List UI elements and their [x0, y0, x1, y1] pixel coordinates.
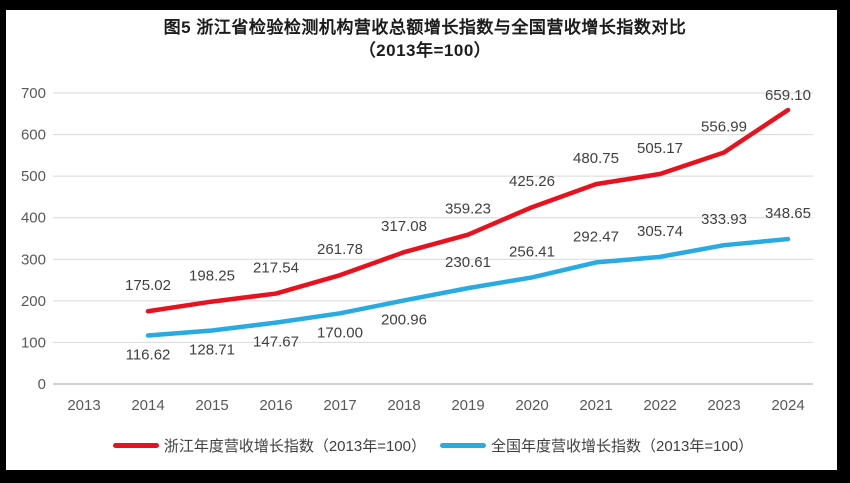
y-tick-label: 300 — [21, 251, 46, 268]
data-label: 147.67 — [253, 334, 299, 351]
legend-label-national: 全国年度营收增长指数（2013年=100） — [491, 438, 754, 455]
national-line-swatch-icon — [440, 443, 486, 448]
x-tick-label: 2021 — [579, 397, 612, 414]
data-label: 505.17 — [637, 140, 683, 157]
y-tick-label: 700 — [21, 85, 46, 102]
legend-label-zhejiang: 浙江年度营收增长指数（2013年=100） — [163, 438, 426, 455]
data-label: 317.08 — [381, 218, 427, 235]
data-label: 348.65 — [765, 205, 811, 222]
data-label: 480.75 — [573, 150, 619, 167]
x-tick-label: 2024 — [771, 397, 804, 414]
x-tick-label: 2015 — [195, 397, 228, 414]
x-tick-label: 2019 — [451, 397, 484, 414]
y-tick-label: 500 — [21, 168, 46, 185]
data-label: 333.93 — [701, 211, 747, 228]
chart-background — [6, 10, 837, 470]
data-label: 256.41 — [509, 243, 555, 260]
data-label: 359.23 — [445, 201, 491, 218]
y-tick-label: 200 — [21, 293, 46, 310]
data-label: 305.74 — [637, 223, 683, 240]
legend: 浙江年度营收增长指数（2013年=100） 全国年度营收增长指数（2013年=1… — [53, 435, 813, 456]
national-series-line — [145, 236, 791, 338]
data-label: 170.00 — [317, 324, 363, 341]
data-label: 425.26 — [509, 173, 555, 190]
chart-title: 图5 浙江省检验检测机构营收总额增长指数与全国营收增长指数对比 （2013年=1… — [0, 16, 850, 62]
data-label: 230.61 — [445, 254, 491, 271]
data-label: 175.02 — [125, 277, 171, 294]
x-tick-label: 2017 — [323, 397, 356, 414]
zhejiang-line-swatch-icon — [112, 443, 159, 448]
x-tick-label: 2022 — [643, 397, 676, 414]
x-tick-label: 2020 — [515, 397, 548, 414]
legend-item-zhejiang: 浙江年度营收增长指数（2013年=100） — [112, 435, 426, 456]
y-tick-label: 600 — [21, 127, 46, 144]
x-tick-label: 2016 — [259, 397, 292, 414]
x-tick-label: 2023 — [707, 397, 740, 414]
data-label: 116.62 — [126, 347, 171, 364]
data-label: 217.54 — [253, 260, 299, 277]
chart-title-line2: （2013年=100） — [358, 41, 492, 60]
data-label: 128.71 — [189, 341, 235, 358]
y-tick-label: 0 — [38, 376, 46, 393]
zhejiang-series-line — [145, 107, 791, 314]
data-label: 261.78 — [317, 241, 363, 258]
data-label: 292.47 — [573, 228, 619, 245]
x-tick-label: 2013 — [67, 397, 100, 414]
y-tick-label: 400 — [21, 210, 46, 227]
data-label: 556.99 — [701, 118, 747, 135]
x-tick-label: 2018 — [387, 397, 420, 414]
data-label: 659.10 — [765, 87, 811, 104]
x-tick-label: 2014 — [131, 397, 164, 414]
data-label: 200.96 — [381, 311, 427, 328]
y-tick-label: 100 — [21, 334, 46, 351]
legend-item-national: 全国年度营收增长指数（2013年=100） — [440, 435, 753, 456]
chart-title-line1: 图5 浙江省检验检测机构营收总额增长指数与全国营收增长指数对比 — [163, 18, 687, 37]
data-label: 198.25 — [189, 268, 235, 285]
